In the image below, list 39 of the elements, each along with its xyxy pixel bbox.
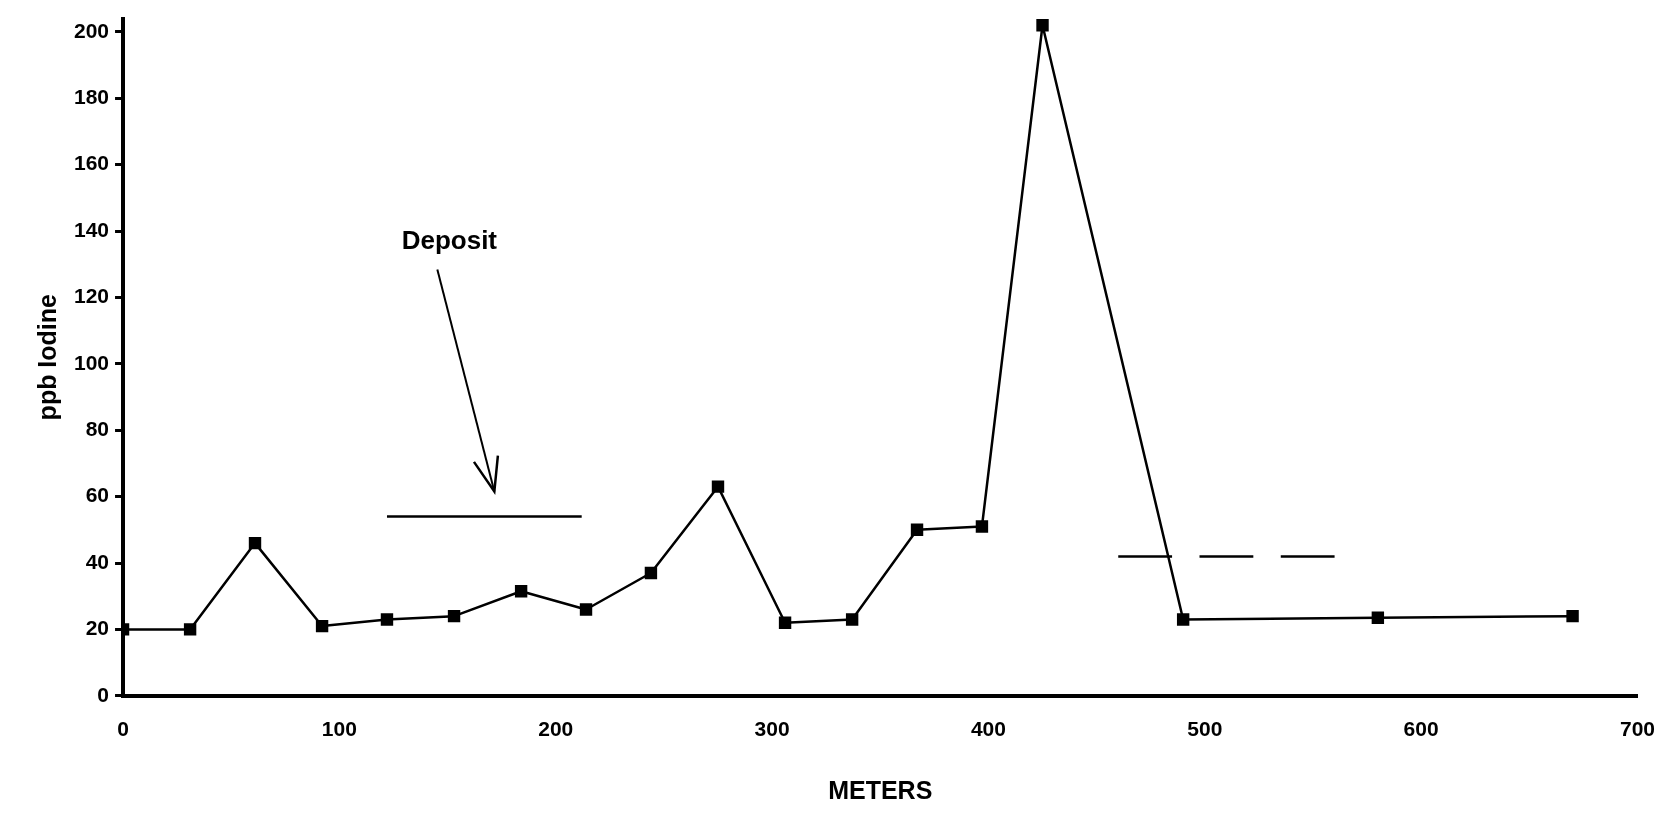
- x-axis-title: METERS: [828, 775, 933, 804]
- x-tick-label: 300: [754, 717, 790, 741]
- point: [1371, 611, 1385, 624]
- y-tick-label: 20: [85, 616, 110, 640]
- y-axis-title: ppb Iodine: [32, 293, 61, 421]
- x-tick-label: 600: [1403, 717, 1439, 741]
- x-tick-label: 0: [117, 717, 129, 741]
- y-tick-label: 140: [73, 217, 110, 241]
- x-tick-label: 500: [1187, 717, 1223, 741]
- y-tick-label: 100: [73, 350, 110, 374]
- point: [910, 523, 924, 537]
- point: [579, 603, 593, 616]
- annotation: Deposit: [401, 224, 498, 255]
- y-tick-label: 80: [85, 417, 110, 441]
- x-tick-label: 100: [321, 717, 357, 741]
- x-tick-label: 400: [970, 717, 1006, 741]
- point: [644, 566, 658, 580]
- point: [315, 619, 329, 633]
- y-tick-label: 40: [85, 549, 110, 573]
- y-tick-label: 0: [97, 682, 110, 706]
- point: [975, 520, 989, 533]
- point: [380, 613, 394, 626]
- x-tick-label: 700: [1619, 717, 1655, 741]
- point: [1566, 609, 1579, 623]
- point: [447, 609, 461, 623]
- point: [1036, 19, 1049, 32]
- y-tick-label: 200: [73, 18, 110, 42]
- y-tick-label: 60: [85, 483, 110, 507]
- point: [778, 616, 792, 629]
- x-tick-label: 200: [538, 717, 574, 741]
- point: [845, 613, 859, 626]
- y-tick-label: 160: [73, 151, 110, 175]
- point: [1176, 613, 1190, 626]
- point: [711, 480, 725, 493]
- y-tick-label: 120: [73, 284, 110, 308]
- point: [183, 623, 197, 636]
- y-tick-label: 180: [73, 85, 110, 109]
- point: [514, 585, 528, 598]
- point: [248, 536, 262, 550]
